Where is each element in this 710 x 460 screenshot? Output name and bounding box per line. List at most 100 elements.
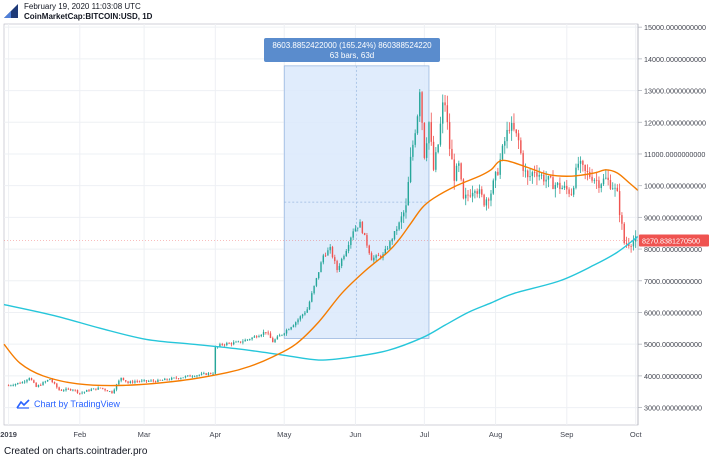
- candle-body: [607, 177, 609, 180]
- time-axis[interactable]: 2019 Feb Mar Apr May Jun Jul Aug Sep Oct: [0, 430, 642, 439]
- time-tick-label: 2019: [0, 430, 17, 439]
- candle-body: [212, 373, 214, 375]
- candle-body: [556, 182, 559, 185]
- candle-body: [412, 144, 414, 157]
- candle-body: [508, 129, 511, 131]
- candle-body: [56, 383, 58, 388]
- candle-body: [81, 392, 83, 394]
- candle-body: [614, 187, 616, 189]
- candle-body: [184, 376, 187, 378]
- candle-body: [595, 179, 598, 181]
- candle-body: [51, 379, 53, 383]
- candle-body: [265, 332, 267, 333]
- candle-body: [357, 227, 359, 229]
- candle-body: [515, 129, 517, 134]
- candle-body: [269, 333, 272, 339]
- candle-body: [370, 253, 373, 261]
- candle-body: [545, 179, 547, 182]
- candle-body: [210, 373, 212, 374]
- candle-body: [598, 180, 600, 189]
- timestamp: February 19, 2020 11:03:08 UTC: [24, 2, 141, 11]
- time-tick-label: Aug: [489, 430, 502, 439]
- candle-body: [446, 105, 449, 123]
- candle-body: [138, 381, 141, 383]
- price-tick-label: 6000.0000000000: [644, 308, 702, 317]
- candle-body: [74, 389, 76, 391]
- tradingview-link[interactable]: Chart by TradingView: [34, 399, 120, 409]
- candle-body: [242, 341, 244, 343]
- cointrader-logo-icon: [4, 4, 18, 18]
- candle-body: [154, 381, 157, 382]
- candle-body: [76, 390, 79, 393]
- candle-body: [453, 159, 455, 181]
- moving-averages: [3, 159, 639, 387]
- candle-body: [331, 246, 334, 258]
- candle-body: [26, 379, 28, 382]
- candle-body: [161, 380, 164, 381]
- candle-body: [63, 390, 65, 392]
- candle-body: [131, 381, 134, 383]
- candle-body: [352, 231, 354, 238]
- candle-body: [288, 329, 290, 331]
- candle-body: [572, 187, 575, 195]
- candle-body: [524, 170, 527, 172]
- candle-body: [347, 245, 350, 251]
- candle-body: [299, 316, 302, 320]
- candle-body: [324, 255, 327, 257]
- candle-body: [267, 332, 269, 334]
- candle-body: [421, 92, 423, 123]
- candle-body: [104, 388, 106, 391]
- candle-body: [409, 156, 412, 183]
- candle-body: [490, 193, 492, 201]
- candle-body: [143, 380, 145, 381]
- candle-body: [336, 261, 338, 271]
- time-tick-label: Sep: [560, 430, 573, 439]
- candle-body: [407, 182, 410, 206]
- candle-body: [33, 380, 35, 383]
- candle-body: [419, 92, 421, 117]
- candle-body: [423, 122, 426, 158]
- candle-body: [141, 380, 143, 382]
- candle-body: [113, 389, 115, 394]
- candle-body: [239, 341, 242, 343]
- candle-body: [230, 343, 233, 345]
- candle-body: [405, 205, 407, 213]
- candle-body: [297, 319, 299, 323]
- candle-body: [501, 145, 504, 160]
- candle-body: [21, 382, 24, 384]
- price-tick-label: 15000.0000000000: [644, 23, 706, 32]
- candle-body: [540, 174, 543, 176]
- tradingview-branding[interactable]: Chart by TradingView: [16, 399, 120, 409]
- candle-body: [389, 241, 391, 249]
- candle-body: [377, 255, 380, 257]
- candle-body: [127, 381, 129, 383]
- candle-body: [602, 178, 605, 185]
- candle-body: [538, 175, 540, 177]
- candle-body: [628, 243, 630, 247]
- candle-body: [72, 389, 74, 391]
- candle-body: [168, 379, 171, 381]
- candle-body: [150, 380, 152, 382]
- candle-body: [609, 179, 612, 189]
- candle-body: [290, 327, 292, 330]
- candle-body: [586, 170, 589, 172]
- candle-body: [12, 385, 14, 387]
- candle-body: [317, 272, 320, 279]
- price-tick-label: 4000.0000000000: [644, 372, 702, 381]
- candle-body: [605, 177, 607, 179]
- candle-body: [432, 141, 435, 170]
- candle-body: [187, 375, 189, 377]
- candle-body: [88, 390, 90, 391]
- price-tick-label: 7000.0000000000: [644, 277, 702, 286]
- candle-body: [612, 188, 614, 190]
- candle-body: [455, 165, 458, 181]
- candle-body: [30, 378, 33, 381]
- candle-body: [90, 389, 93, 391]
- candle-body: [223, 344, 226, 346]
- price-axis[interactable]: 3000.0000000000 4000.0000000000 5000.00000…: [637, 23, 706, 425]
- last-price-label: 8270.8381270500: [642, 236, 700, 245]
- candlestick-chart[interactable]: 3000.0000000000 4000.0000000000 5000.00000…: [0, 0, 710, 445]
- candle-body: [235, 341, 237, 343]
- candle-body: [166, 378, 168, 380]
- candle-body: [10, 385, 12, 387]
